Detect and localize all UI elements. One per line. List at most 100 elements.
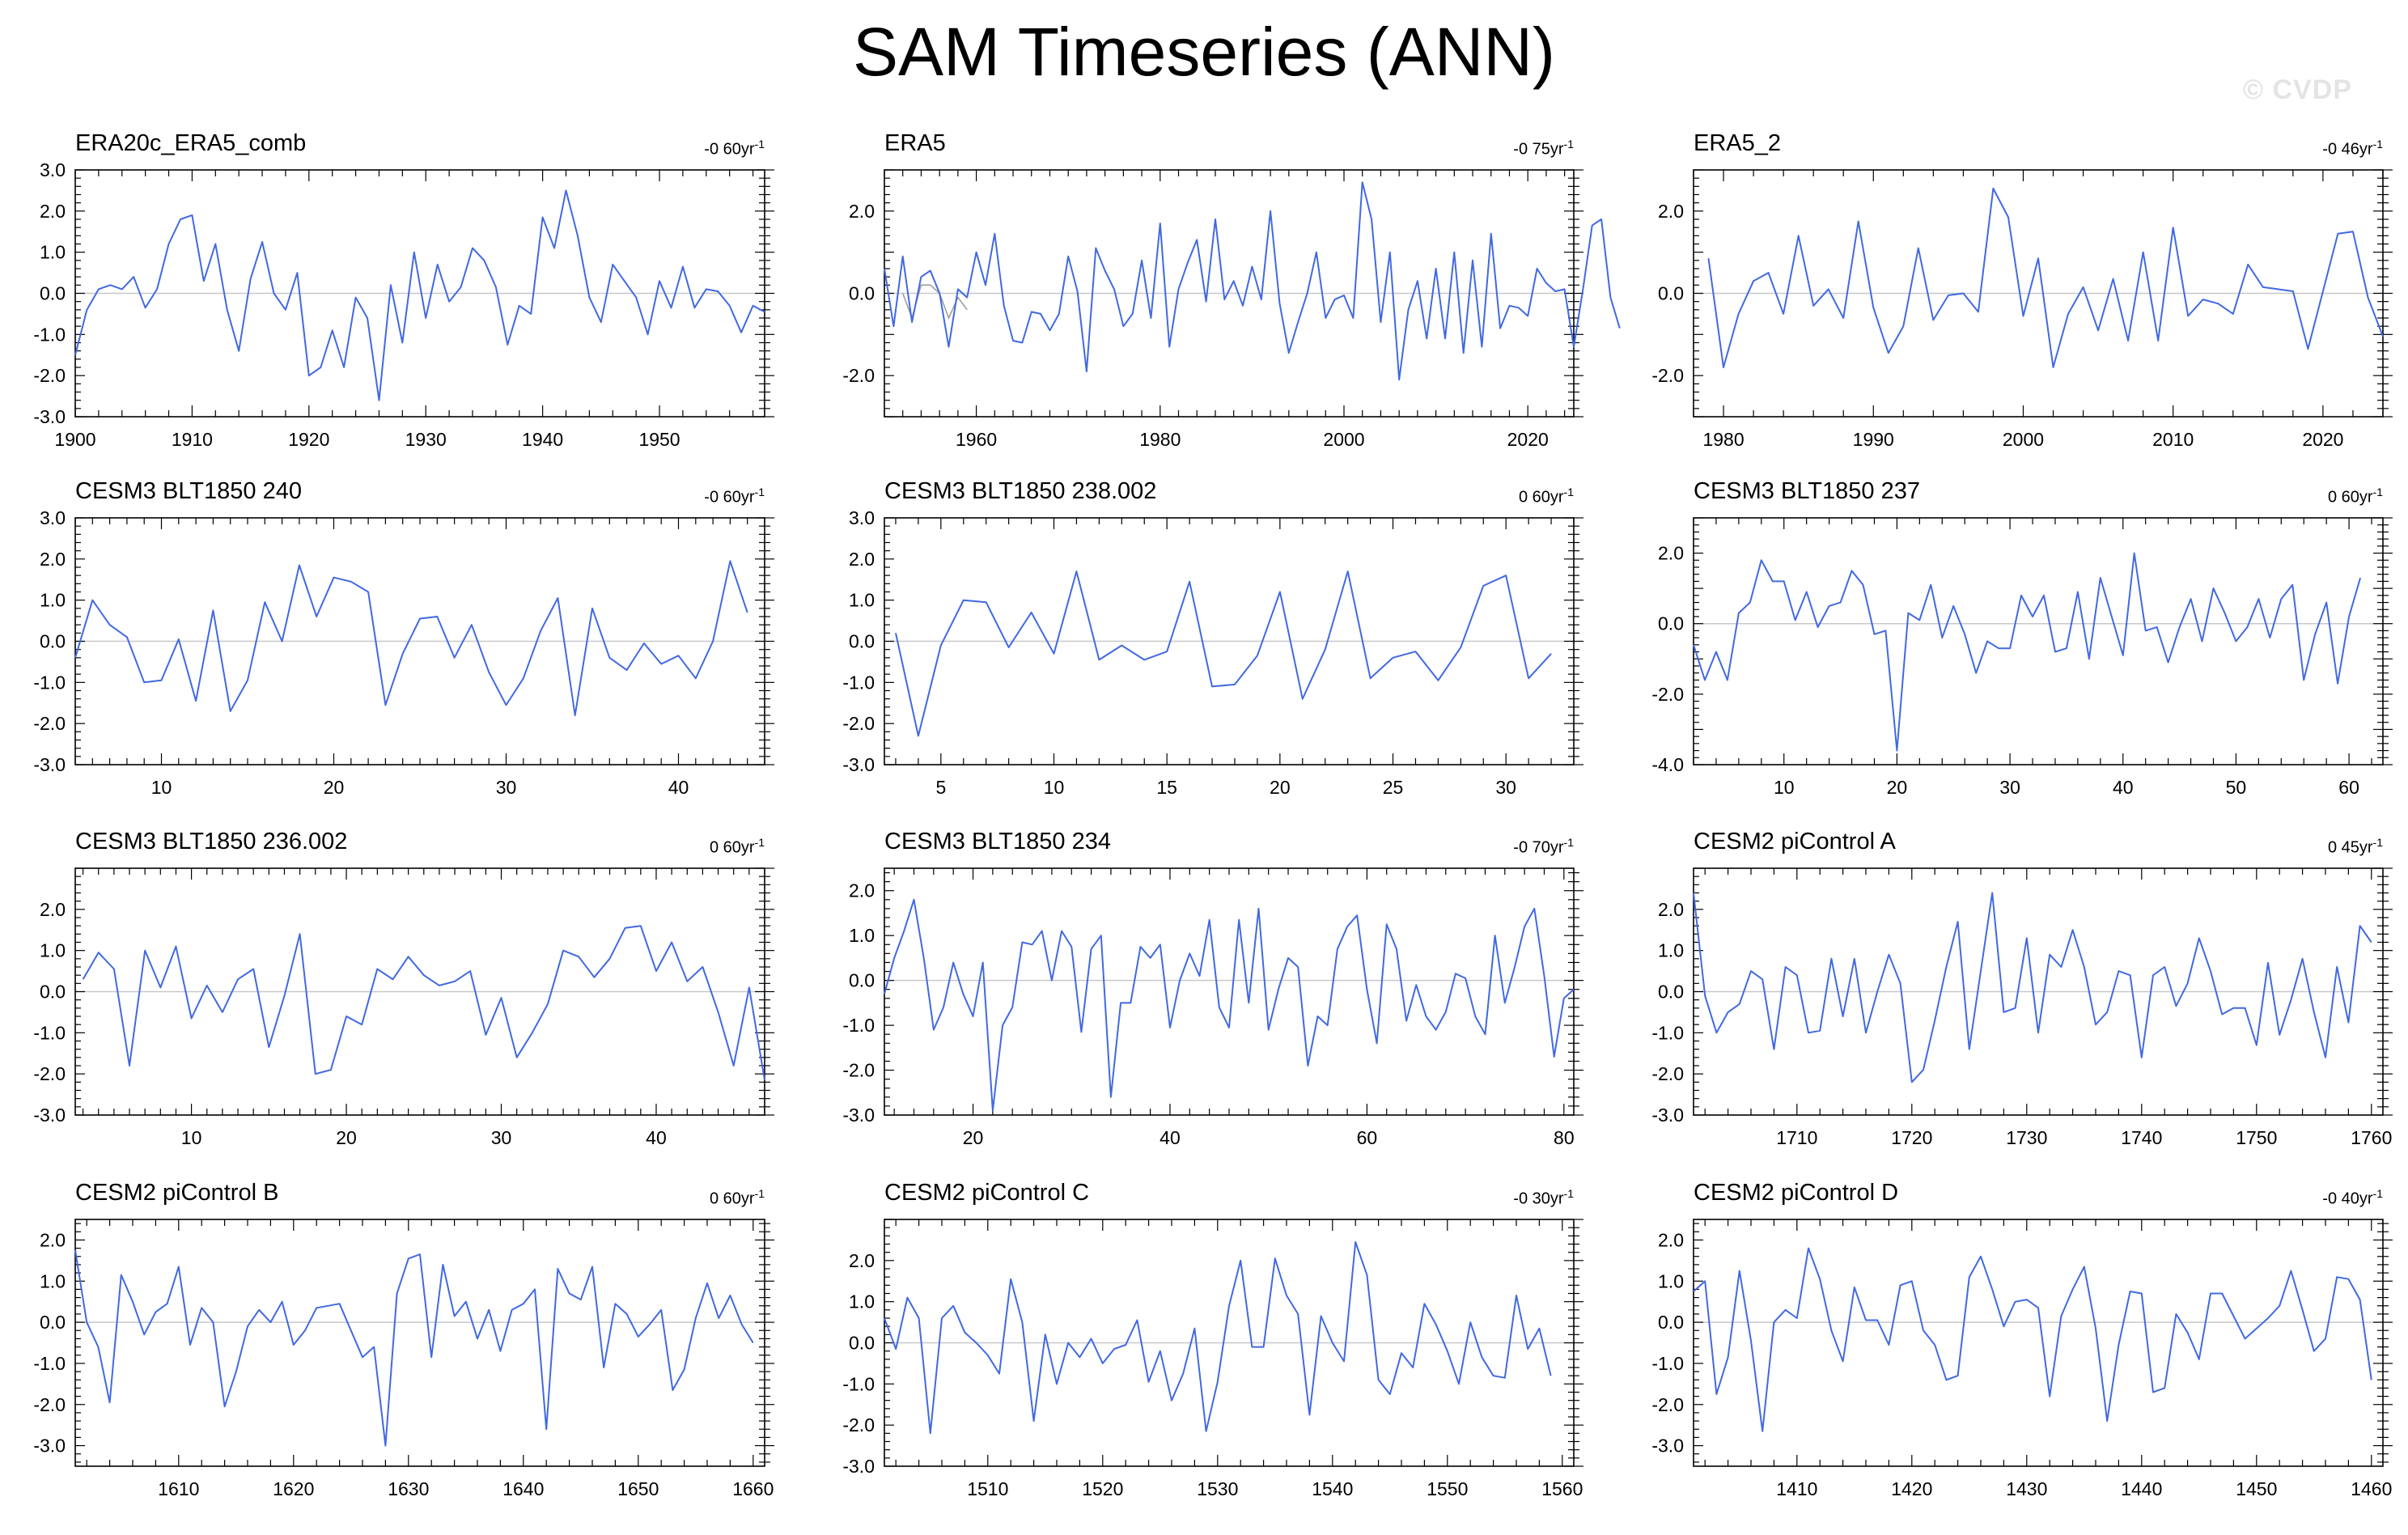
trend-exponent: -1 (754, 138, 765, 151)
y-tick-label: 2.0 (40, 899, 66, 920)
x-tick-label: 2010 (2152, 429, 2194, 450)
panel-title: CESM3 BLT1850 240 (75, 478, 302, 504)
y-tick-label: -2.0 (842, 713, 875, 734)
x-tick-label: 1920 (288, 429, 329, 450)
plot-frame (884, 1219, 1575, 1467)
trend-value: 0 60yr (1518, 488, 1564, 507)
trend-value: -0 40yr (2322, 1189, 2373, 1208)
panel-title: ERA20c_ERA5_comb (75, 130, 307, 156)
panel-10: 2.0 1.0 0.0 -1.0 -2.0 -3.0 1610 1620 1630 1640 165… (33, 1219, 774, 1499)
panel-trend: -0 46yr-1 (2322, 134, 2383, 159)
series-line (884, 181, 1621, 381)
y-tick-label: -1.0 (33, 1022, 66, 1043)
x-tick-label: 1610 (158, 1478, 199, 1499)
x-tick-label: 1750 (2236, 1127, 2277, 1148)
y-tick-label: 2.0 (849, 880, 875, 901)
panel-trend: -0 75yr-1 (1513, 134, 1574, 159)
x-tick-label: 10 (1774, 777, 1795, 798)
series-line (74, 189, 765, 401)
x-tick-label: 1950 (638, 429, 680, 450)
y-tick-label: 1.0 (40, 940, 66, 961)
x-tick-label: 2000 (1323, 429, 1364, 450)
plot-frame (884, 517, 1575, 765)
x-tick-label: 1450 (2236, 1478, 2277, 1499)
y-tick-label: 1.0 (849, 1291, 875, 1312)
x-tick-label: 1660 (732, 1478, 774, 1499)
trend-exponent: -1 (2372, 486, 2383, 498)
x-tick-label: 1640 (502, 1478, 544, 1499)
panel-title: CESM3 BLT1850 237 (1694, 478, 1920, 504)
panel-trend: -0 60yr-1 (704, 134, 765, 159)
x-tick-label: 1550 (1427, 1478, 1468, 1499)
trend-exponent: -1 (2372, 1187, 2383, 1200)
panel-title: CESM2 piControl D (1694, 1180, 1899, 1206)
y-tick-label: 1.0 (40, 590, 66, 611)
y-tick-label: -1.0 (33, 324, 66, 345)
plot-frame (1693, 169, 2384, 418)
x-tick-label: 1960 (956, 429, 997, 450)
trend-value: -0 70yr (1513, 838, 1564, 857)
y-tick-label: -2.0 (842, 1060, 875, 1081)
x-tick-label: 40 (1159, 1127, 1181, 1148)
y-tick-label: 2.0 (849, 549, 875, 570)
panel-trend: -0 30yr-1 (1513, 1184, 1574, 1209)
y-tick-label: -2.0 (1651, 1394, 1684, 1415)
x-tick-label: 2000 (2003, 429, 2044, 450)
panel-3: 2.0 0.0 -2.0 1980 1990 2000 2010 2020 (1651, 169, 2393, 450)
panel-7: 2.0 1.0 0.0 -1.0 -2.0 -3.0 10 20 30 40 (33, 867, 774, 1148)
trend-exponent: -1 (1563, 486, 1574, 498)
x-tick-label: 1910 (172, 429, 213, 450)
y-tick-label: 2.0 (1658, 201, 1684, 222)
x-tick-label: 1930 (405, 429, 447, 450)
x-tick-label: 30 (1999, 777, 2020, 798)
y-tick-label: -3.0 (842, 1456, 875, 1477)
x-tick-label: 1410 (1776, 1478, 1817, 1499)
x-tick-label: 25 (1383, 777, 1404, 798)
y-tick-label: -2.0 (33, 1063, 66, 1084)
trend-exponent: -1 (1563, 836, 1574, 849)
trend-value: 0 60yr (2327, 488, 2373, 507)
y-tick-label: 1.0 (40, 242, 66, 263)
x-tick-label: 1740 (2121, 1127, 2162, 1148)
panel-trend: -0 40yr-1 (2322, 1184, 2383, 1209)
x-tick-label: 1730 (2006, 1127, 2047, 1148)
x-tick-label: 1540 (1312, 1478, 1353, 1499)
plot-frame (74, 867, 765, 1116)
x-tick-label: 1560 (1541, 1478, 1583, 1499)
panel-trend: 0 45yr-1 (2328, 833, 2383, 858)
y-tick-label: -2.0 (33, 365, 66, 386)
plot-frame (1693, 517, 2384, 765)
x-tick-label: 30 (496, 777, 517, 798)
x-tick-label: 1510 (967, 1478, 1008, 1499)
x-tick-label: 10 (151, 777, 172, 798)
y-tick-label: 0.0 (849, 631, 875, 652)
y-tick-label: 0.0 (40, 1312, 66, 1333)
panel-title: CESM2 piControl A (1694, 829, 1896, 854)
trend-exponent: -1 (1563, 1187, 1574, 1200)
x-tick-label: 1520 (1082, 1478, 1123, 1499)
y-tick-label: -3.0 (33, 1105, 66, 1126)
plot-frame (1693, 1219, 2384, 1467)
y-tick-label: -1.0 (1651, 1353, 1684, 1374)
panel-9: 2.0 1.0 0.0 -1.0 -2.0 -3.0 1710 1720 1730 1740 175… (1651, 867, 2393, 1148)
x-tick-label: 1460 (2351, 1478, 2392, 1499)
y-tick-label: 1.0 (849, 925, 875, 946)
panel-title: ERA5 (884, 130, 946, 156)
x-tick-label: 80 (1554, 1127, 1575, 1148)
panel-trend: 0 60yr-1 (2328, 482, 2383, 507)
y-tick-label: -2.0 (1651, 365, 1684, 386)
x-tick-label: 1760 (2351, 1127, 2392, 1148)
y-tick-label: 0.0 (40, 631, 66, 652)
panel-trend: 0 60yr-1 (710, 833, 765, 858)
panel-trend: -0 60yr-1 (704, 482, 765, 507)
y-tick-label: -4.0 (1651, 754, 1684, 775)
x-tick-label: 1440 (2121, 1478, 2162, 1499)
series-line (82, 925, 765, 1080)
trend-exponent: -1 (1563, 138, 1574, 151)
y-tick-label: 2.0 (40, 549, 66, 570)
x-tick-label: 20 (1887, 777, 1908, 798)
series-line (74, 1249, 754, 1447)
y-tick-label: 1.0 (40, 1270, 66, 1291)
